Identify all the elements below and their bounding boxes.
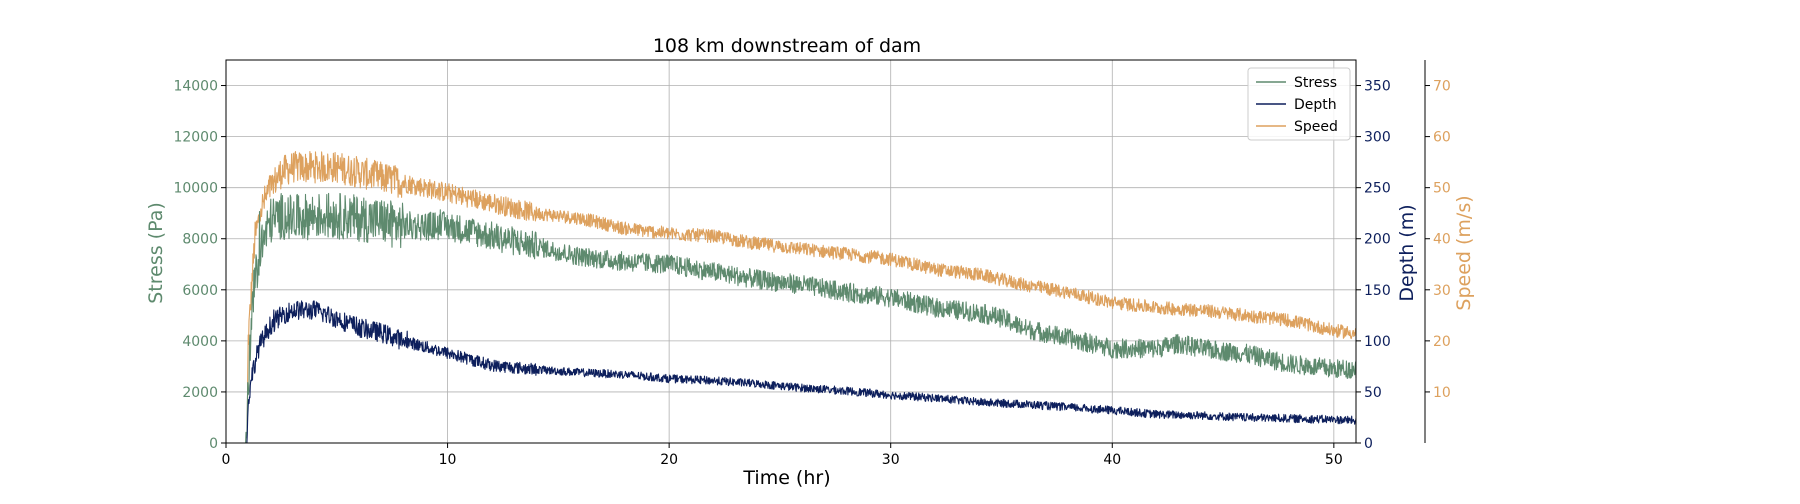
axes: 0 10 20 30 40 5002000400060008000100001200014… [173, 59, 1451, 468]
depth-tick-label: 0 [1364, 436, 1373, 452]
speed-tick-label: 10 [1433, 385, 1451, 401]
x-tick-label: 40 [1103, 452, 1121, 468]
plot-series [225, 151, 1357, 444]
speed-tick-label: 60 [1433, 130, 1451, 146]
legend-label-stress: Stress [1294, 75, 1337, 91]
stress-tick-label: 2000 [182, 385, 218, 401]
legend: Stress Depth Speed [1247, 67, 1351, 141]
x-tick-label: 0 [222, 452, 231, 468]
x-tick-label: 30 [882, 452, 900, 468]
y-axis-label-stress: Stress (Pa) [145, 202, 167, 304]
x-axis-label: Time (hr) [742, 467, 830, 489]
legend-label-speed: Speed [1294, 119, 1338, 135]
speed-tick-label: 30 [1433, 283, 1451, 299]
stress-tick-label: 8000 [182, 232, 218, 248]
stress-tick-label: 0 [209, 436, 218, 452]
series-line-depth [225, 300, 1357, 444]
depth-tick-label: 200 [1364, 232, 1391, 248]
chart-title: 108 km downstream of dam [653, 35, 921, 57]
depth-tick-label: 300 [1364, 130, 1391, 146]
series-line-stress [225, 192, 1357, 444]
speed-tick-label: 40 [1433, 232, 1451, 248]
stress-tick-label: 12000 [173, 130, 218, 146]
series-line-speed [225, 151, 1357, 444]
speed-tick-label: 20 [1433, 334, 1451, 350]
y-axis-label-depth: Depth (m) [1396, 204, 1418, 301]
stress-tick-label: 14000 [173, 79, 218, 95]
speed-tick-label: 50 [1433, 181, 1451, 197]
legend-label-depth: Depth [1294, 97, 1337, 113]
legend-box [1247, 67, 1351, 141]
stress-tick-label: 10000 [173, 181, 218, 197]
x-tick-label: 20 [660, 452, 678, 468]
x-tick-label: 10 [439, 452, 457, 468]
y-axis-label-speed: Speed (m/s) [1453, 195, 1475, 310]
depth-tick-label: 250 [1364, 181, 1391, 197]
x-tick-label: 50 [1325, 452, 1343, 468]
depth-tick-label: 350 [1364, 79, 1391, 95]
stress-tick-label: 4000 [182, 334, 218, 350]
depth-tick-label: 50 [1364, 385, 1382, 401]
plot-frame [225, 59, 1357, 444]
speed-tick-label: 70 [1433, 79, 1451, 95]
depth-tick-label: 150 [1364, 283, 1391, 299]
stress-tick-label: 6000 [182, 283, 218, 299]
depth-tick-label: 100 [1364, 334, 1391, 350]
